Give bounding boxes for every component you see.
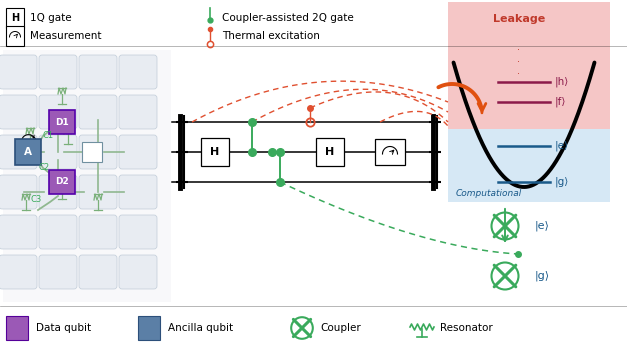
Text: C2: C2	[38, 164, 50, 172]
FancyBboxPatch shape	[39, 55, 77, 89]
FancyBboxPatch shape	[79, 175, 117, 209]
Text: Coupler: Coupler	[320, 323, 361, 333]
Text: Computational: Computational	[456, 189, 522, 198]
FancyBboxPatch shape	[119, 255, 157, 289]
Text: Measurement: Measurement	[30, 31, 102, 41]
FancyBboxPatch shape	[3, 50, 171, 302]
Text: Resonator: Resonator	[440, 323, 493, 333]
Text: ·
·
·: · · ·	[517, 45, 520, 79]
Bar	[6, 26, 24, 46]
FancyBboxPatch shape	[119, 175, 157, 209]
Text: Data qubit: Data qubit	[36, 323, 91, 333]
Text: H: H	[211, 147, 219, 157]
Bar	[201, 138, 229, 166]
Bar	[138, 316, 160, 340]
Bar	[448, 129, 610, 202]
FancyBboxPatch shape	[0, 255, 37, 289]
Text: Coupler-assisted 2Q gate: Coupler-assisted 2Q gate	[222, 13, 354, 23]
FancyBboxPatch shape	[39, 255, 77, 289]
Text: |e⟩: |e⟩	[555, 141, 569, 151]
Text: |e⟩: |e⟩	[535, 221, 550, 231]
FancyBboxPatch shape	[119, 135, 157, 169]
Text: A: A	[24, 147, 32, 157]
Text: |h⟩: |h⟩	[555, 77, 569, 87]
FancyBboxPatch shape	[0, 95, 37, 129]
FancyBboxPatch shape	[119, 215, 157, 249]
Text: Ancilla qubit: Ancilla qubit	[168, 323, 233, 333]
Text: D1: D1	[55, 118, 69, 126]
FancyBboxPatch shape	[0, 215, 37, 249]
Bar	[316, 138, 344, 166]
Text: |g⟩: |g⟩	[535, 271, 550, 281]
Bar	[82, 142, 102, 162]
Bar	[448, 2, 610, 129]
Bar	[15, 139, 41, 165]
Text: Thermal excitation: Thermal excitation	[222, 31, 320, 41]
Text: H: H	[11, 13, 19, 23]
FancyBboxPatch shape	[119, 95, 157, 129]
FancyBboxPatch shape	[119, 55, 157, 89]
Text: C1: C1	[43, 131, 53, 141]
FancyBboxPatch shape	[79, 255, 117, 289]
Text: Leakage: Leakage	[493, 14, 545, 24]
Text: H: H	[325, 147, 335, 157]
FancyBboxPatch shape	[79, 55, 117, 89]
FancyBboxPatch shape	[39, 215, 77, 249]
Bar	[49, 110, 75, 134]
Text: C3: C3	[30, 195, 41, 205]
Bar	[49, 170, 75, 194]
Bar	[375, 139, 405, 165]
Text: |g⟩: |g⟩	[555, 177, 569, 187]
FancyBboxPatch shape	[79, 135, 117, 169]
Bar	[6, 8, 24, 28]
FancyBboxPatch shape	[39, 135, 77, 169]
Bar	[6, 316, 28, 340]
FancyBboxPatch shape	[39, 95, 77, 129]
FancyBboxPatch shape	[0, 135, 37, 169]
Text: 1Q gate: 1Q gate	[30, 13, 71, 23]
FancyBboxPatch shape	[0, 175, 37, 209]
Text: D2: D2	[55, 177, 69, 187]
FancyBboxPatch shape	[79, 215, 117, 249]
FancyBboxPatch shape	[39, 175, 77, 209]
Text: |f⟩: |f⟩	[555, 97, 566, 107]
FancyBboxPatch shape	[79, 95, 117, 129]
FancyBboxPatch shape	[0, 55, 37, 89]
